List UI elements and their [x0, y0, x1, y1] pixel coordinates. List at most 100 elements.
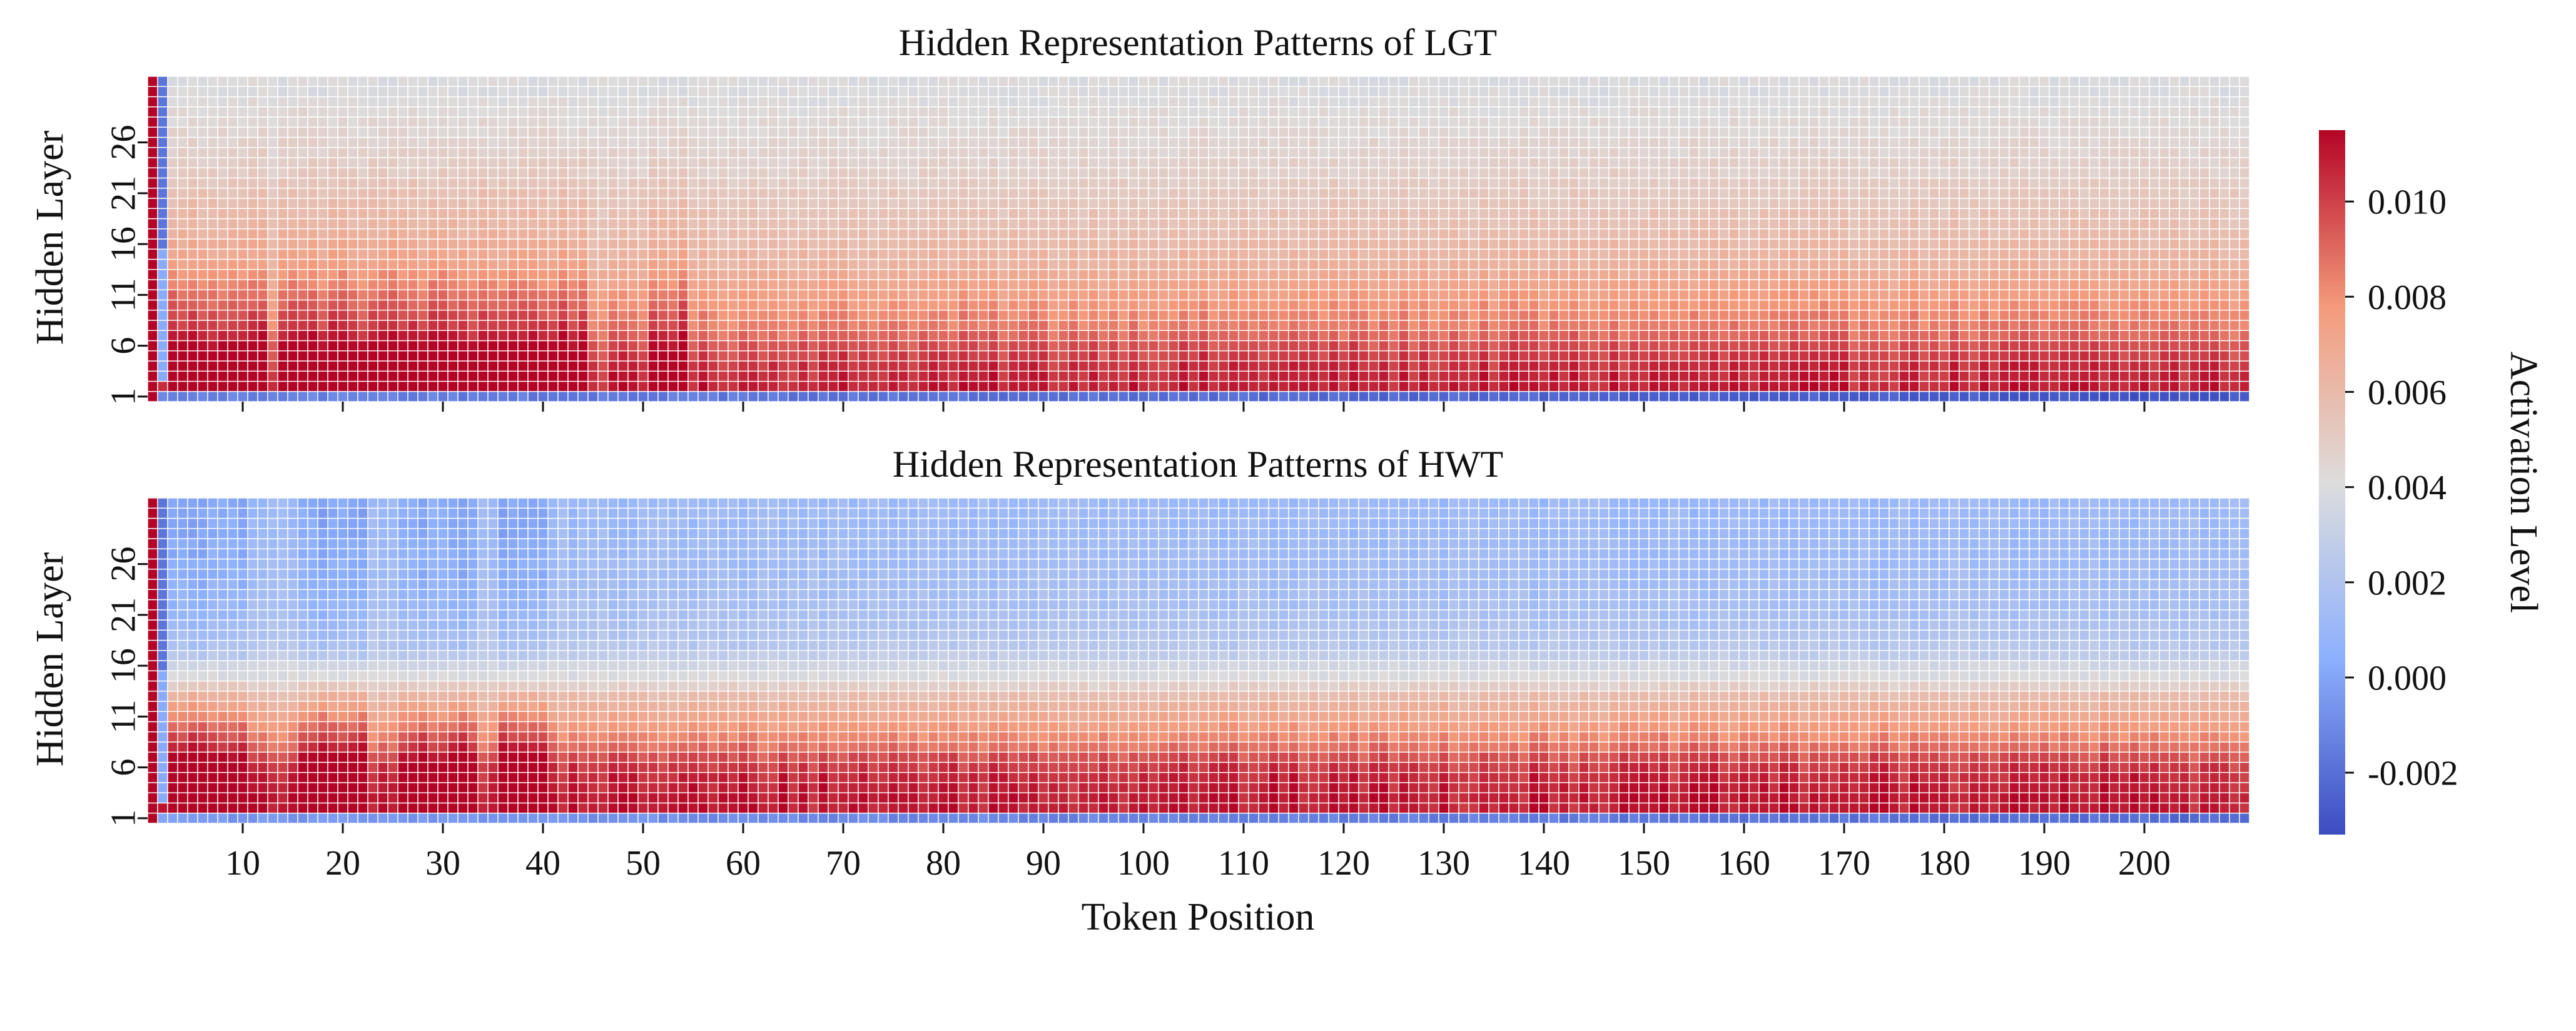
- heatmap-cell: [467, 198, 479, 209]
- heatmap-cell: [1078, 228, 1089, 240]
- heatmap-cell: [1068, 238, 1079, 250]
- heatmap-cell: [1488, 370, 1499, 382]
- heatmap-cell: [1338, 136, 1349, 148]
- heatmap-cell: [207, 289, 218, 301]
- heatmap-cell: [1498, 218, 1509, 230]
- heatmap-cell: [427, 96, 439, 108]
- heatmap-cell: [237, 258, 248, 270]
- heatmap-cell: [828, 380, 839, 392]
- heatmap-cell: [758, 330, 769, 342]
- heatmap-cell: [938, 198, 949, 209]
- heatmap-cell: [597, 147, 609, 158]
- heatmap-cell: [637, 360, 649, 372]
- heatmap-cell: [1508, 310, 1519, 321]
- heatmap-cell: [1358, 106, 1369, 118]
- heatmap-cell: [257, 96, 268, 108]
- heatmap-cell: [1028, 136, 1039, 148]
- heatmap-cell: [1358, 330, 1369, 342]
- heatmap-cell: [187, 320, 198, 331]
- heatmap-cell: [1508, 330, 1519, 342]
- heatmap-cell: [1638, 330, 1650, 342]
- heatmap-cell: [537, 310, 549, 321]
- heatmap-cell: [287, 116, 298, 128]
- heatmap-cell: [447, 126, 459, 138]
- heatmap-cell: [1568, 269, 1580, 280]
- heatmap-cell: [1668, 147, 1680, 158]
- heatmap-cell: [567, 228, 579, 240]
- heatmap-cell: [237, 320, 248, 331]
- heatmap-cell: [1398, 310, 1409, 321]
- heatmap-cell: [657, 330, 669, 342]
- heatmap-cell: [968, 208, 979, 220]
- heatmap-cell: [988, 86, 999, 98]
- heatmap-cell: [267, 289, 278, 301]
- heatmap-cell: [627, 238, 639, 250]
- heatmap-cell: [858, 76, 869, 87]
- heatmap-cell: [1248, 258, 1259, 270]
- heatmap-cell: [1418, 208, 1429, 220]
- heatmap-cell: [247, 126, 258, 138]
- heatmap-cell: [1708, 391, 1720, 402]
- heatmap-cell: [647, 126, 659, 138]
- heatmap-cell: [177, 370, 188, 382]
- heatmap-cell: [667, 258, 679, 270]
- heatmap-cell: [908, 198, 919, 209]
- heatmap-cell: [718, 208, 729, 220]
- heatmap-cell: [1468, 360, 1479, 372]
- heatmap-cell: [1488, 279, 1499, 290]
- heatmap-cell: [307, 126, 318, 138]
- heatmap-cell: [798, 208, 809, 220]
- heatmap-cell: [1128, 96, 1139, 108]
- heatmap-cell: [768, 340, 779, 352]
- heatmap-cell: [888, 350, 899, 362]
- heatmap-cell: [728, 157, 739, 168]
- heatmap-cell: [1018, 157, 1029, 168]
- heatmap-cell: [1408, 157, 1419, 168]
- heatmap-cell: [467, 330, 479, 342]
- heatmap-cell: [307, 299, 318, 311]
- heatmap-cell: [367, 391, 378, 402]
- heatmap-cell: [677, 380, 689, 392]
- heatmap-cell: [968, 177, 979, 189]
- heatmap-cell: [858, 320, 869, 331]
- heatmap-cell: [1378, 279, 1389, 290]
- heatmap-cell: [1168, 269, 1179, 280]
- heatmap-cell: [157, 218, 168, 230]
- heatmap-cell: [1198, 86, 1209, 98]
- heatmap-cell: [397, 289, 408, 301]
- heatmap-cell: [477, 177, 489, 189]
- heatmap-cell: [417, 310, 428, 321]
- heatmap-cell: [637, 76, 649, 87]
- heatmap-cell: [1188, 391, 1199, 402]
- heatmap-cell: [327, 76, 338, 87]
- heatmap-cell: [1468, 289, 1479, 301]
- heatmap-cell: [1618, 208, 1630, 220]
- heatmap-cell: [1028, 330, 1039, 342]
- heatmap-cell: [537, 218, 549, 230]
- heatmap-cell: [297, 167, 308, 179]
- heatmap-cell: [1548, 391, 1559, 402]
- heatmap-cell: [1328, 177, 1339, 189]
- heatmap-cell: [868, 228, 879, 240]
- heatmap-cell: [287, 258, 298, 270]
- heatmap-cell: [277, 238, 288, 250]
- heatmap-cell: [848, 126, 859, 138]
- heatmap-cell: [567, 269, 579, 280]
- heatmap-cell: [617, 258, 629, 270]
- heatmap-cell: [1228, 177, 1239, 189]
- heatmap-cell: [217, 320, 228, 331]
- heatmap-cell: [1318, 208, 1329, 220]
- heatmap-cell: [1618, 340, 1630, 352]
- heatmap-cell: [197, 147, 208, 158]
- heatmap-cell: [1658, 188, 1670, 199]
- heatmap-cell: [1578, 177, 1590, 189]
- heatmap-cell: [958, 86, 969, 98]
- heatmap-cell: [1668, 258, 1680, 270]
- heatmap-cell: [1108, 258, 1119, 270]
- heatmap-cell: [1338, 289, 1349, 301]
- heatmap-cell: [637, 198, 649, 209]
- heatmap-cell: [808, 188, 819, 199]
- heatmap-cell: [1488, 320, 1499, 331]
- heatmap-cell: [1608, 330, 1620, 342]
- heatmap-cell: [297, 106, 308, 118]
